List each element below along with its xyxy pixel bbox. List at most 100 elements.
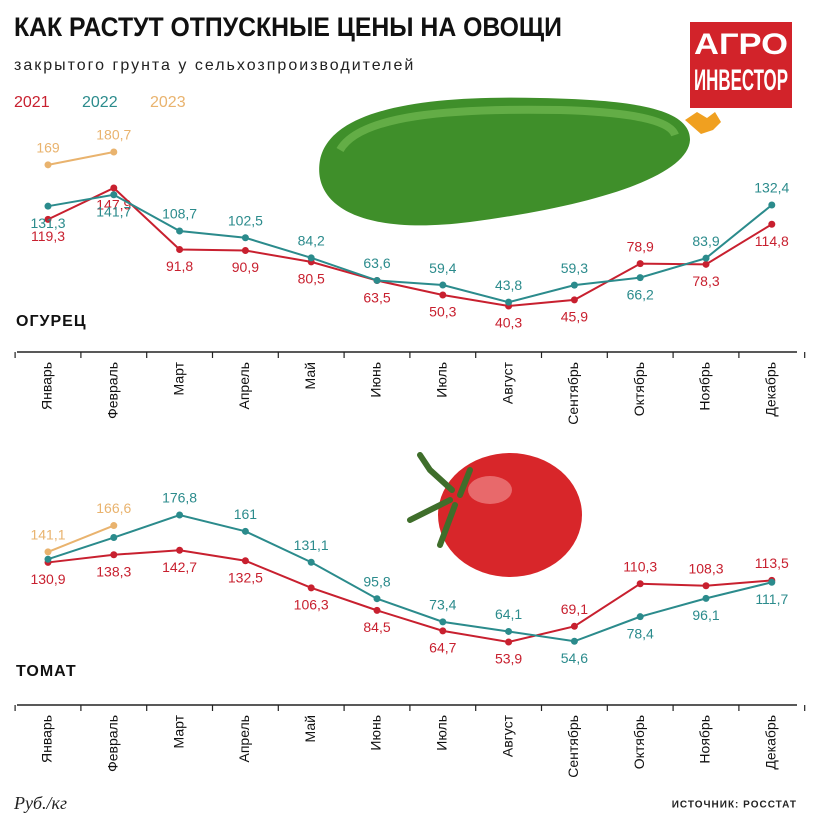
data-point: [110, 184, 118, 192]
data-point: [241, 234, 249, 242]
data-label: 169: [36, 140, 60, 156]
data-label: 59,4: [429, 260, 456, 276]
legend: 2021 2022 2023: [14, 94, 186, 111]
x-tick-label: Декабрь: [763, 362, 779, 417]
data-point: [44, 555, 52, 563]
data-label: 50,3: [429, 304, 456, 320]
data-point: [110, 148, 118, 156]
x-tick-label: Январь: [39, 362, 55, 410]
data-label: 111,7: [755, 591, 788, 607]
data-point: [110, 191, 118, 199]
data-label: 102,5: [228, 212, 263, 228]
series-line: [47, 186, 773, 308]
data-label: 119,3: [31, 228, 65, 244]
x-tick-label: Февраль: [105, 362, 121, 419]
data-point: [702, 260, 710, 268]
data-label: 78,9: [627, 238, 654, 254]
data-point: [636, 580, 644, 588]
data-point: [570, 296, 578, 304]
data-point: [570, 622, 578, 630]
data-label: 91,8: [166, 258, 193, 274]
x-tick-label: Сентябрь: [565, 715, 581, 778]
legend-entry: 2022: [82, 94, 118, 111]
data-point: [636, 274, 644, 282]
x-tick-label: Август: [499, 714, 515, 757]
data-label: 83,9: [692, 233, 719, 249]
data-label: 78,3: [692, 273, 719, 289]
data-point: [505, 627, 513, 635]
data-label: 90,9: [232, 259, 259, 275]
x-tick-label: Май: [302, 715, 318, 742]
data-point: [439, 618, 447, 626]
logo-text: ИНВЕСТОР: [694, 64, 788, 97]
series-line: [47, 524, 115, 553]
logo-text: АГРО: [694, 28, 788, 61]
x-tick-label: Январь: [39, 715, 55, 763]
cucumber-image: [319, 97, 721, 226]
data-point: [110, 551, 118, 559]
data-point: [110, 534, 118, 542]
legend-entry: 2023: [150, 94, 186, 111]
x-tick-label: Февраль: [105, 715, 121, 772]
x-tick-label: Июнь: [368, 362, 384, 398]
data-label: 141,1: [30, 527, 65, 543]
title: КАК РАСТУТ ОТПУСКНЫЕ ЦЕНЫ НА ОВОЩИ: [14, 12, 562, 42]
data-point: [373, 606, 381, 614]
data-label: 73,4: [429, 597, 456, 613]
data-label: 95,8: [363, 573, 390, 589]
x-tick-label: Июль: [434, 362, 450, 398]
data-label: 64,7: [429, 640, 456, 656]
x-tick-label: Ноябрь: [697, 715, 713, 764]
data-label: 106,3: [294, 597, 329, 613]
data-point: [241, 246, 249, 254]
logo-box: [690, 22, 792, 108]
data-point: [176, 546, 184, 554]
data-label: 141,7: [96, 203, 131, 219]
x-tick-label: Август: [499, 361, 515, 404]
data-point: [505, 298, 513, 306]
data-point: [570, 281, 578, 289]
data-point: [768, 220, 776, 228]
data-label: 53,9: [495, 651, 522, 667]
data-label: 64,1: [495, 606, 522, 622]
data-label: 110,3: [623, 558, 657, 574]
data-point: [307, 558, 315, 566]
data-label: 63,6: [363, 255, 390, 271]
data-label: 54,6: [561, 650, 588, 666]
data-point: [176, 227, 184, 235]
data-label: 84,2: [298, 233, 325, 249]
x-tick-label: Апрель: [236, 715, 252, 763]
x-tick-label: Июль: [434, 715, 450, 751]
data-point: [439, 281, 447, 289]
data-point: [636, 613, 644, 621]
data-label: 114,8: [755, 233, 789, 249]
data-point: [241, 527, 249, 535]
data-point: [373, 276, 381, 284]
x-tick-label: Декабрь: [763, 715, 779, 770]
data-point: [439, 627, 447, 635]
unit: Руб./кг: [13, 793, 67, 813]
data-label: 108,7: [162, 206, 197, 222]
data-label: 63,5: [363, 289, 390, 305]
subtitle: закрытого грунта у сельхозпроизводителей: [14, 57, 415, 74]
legend-entry: 2021: [14, 94, 50, 111]
data-label: 66,2: [627, 286, 654, 302]
data-label: 113,5: [755, 555, 789, 571]
data-point: [44, 161, 52, 169]
data-label: 80,5: [298, 271, 325, 287]
x-tick-label: Июнь: [368, 715, 384, 751]
data-label: 142,7: [162, 559, 197, 575]
series-line: [47, 193, 773, 304]
series-line: [47, 549, 772, 644]
x-tick-label: Май: [302, 362, 318, 389]
source: ИСТОЧНИК: РОССТАТ: [672, 800, 797, 811]
data-label: 45,9: [561, 309, 588, 325]
data-point: [702, 254, 710, 262]
data-label: 96,1: [692, 607, 719, 623]
data-point: [176, 246, 184, 254]
data-label: 131,3: [30, 215, 65, 231]
series-line: [47, 513, 773, 643]
data-point: [307, 584, 315, 592]
x-tick-label: Ноябрь: [697, 362, 713, 411]
